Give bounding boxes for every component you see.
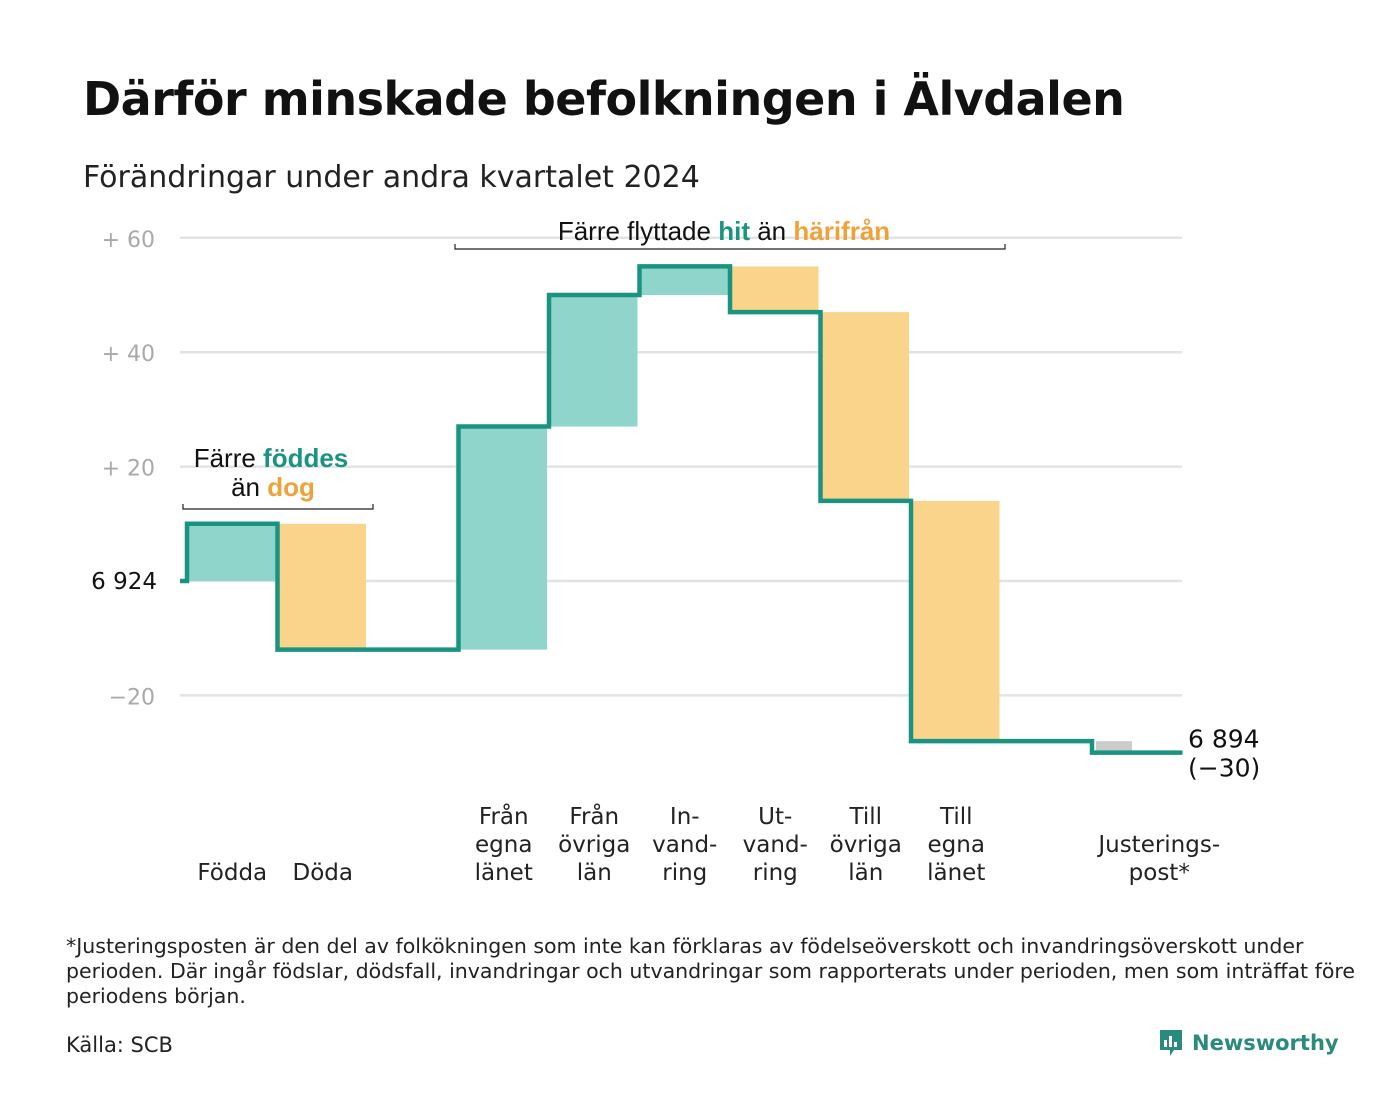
x-tick-label: Födda (197, 860, 267, 886)
newsworthy-logo-icon (1160, 1030, 1182, 1056)
annotation-migration: Färre flyttade hit än härifrån (558, 216, 890, 246)
x-tick-label: övriga (558, 832, 630, 858)
x-tick-label: övriga (830, 832, 902, 858)
bar-decrease (820, 312, 909, 501)
x-tick-label: län (848, 860, 883, 886)
bar-increase (549, 295, 638, 427)
bar-decrease (911, 500, 1000, 742)
y-tick-label: + 20 (102, 457, 155, 482)
annotation-text: Färre (194, 443, 263, 473)
step-line (180, 264, 1183, 755)
newsworthy-logo[interactable]: Newsworthy (1158, 1028, 1339, 1058)
x-tick-label: egna (475, 832, 532, 858)
x-tick-label: Från (479, 802, 529, 830)
chart-title: Därför minskade befolkningen i Älvdalen (83, 72, 1125, 126)
chart-subtitle: Förändringar under andra kvartalet 2024 (83, 160, 700, 195)
end-change-label: (−30) (1188, 754, 1260, 783)
y-tick-label: −20 (109, 685, 155, 710)
x-tick-label: In- (670, 804, 700, 830)
bar-increase (187, 523, 276, 581)
end-value-label: 6 894 (1188, 725, 1260, 754)
x-tick-label: ring (662, 860, 707, 886)
x-tick-label: Ut- (758, 804, 792, 830)
y-axis-ticks: + 60 + 40 + 20 −20 6 924 (91, 228, 157, 711)
x-tick-label: vand- (652, 832, 717, 858)
annotation-highlight: hit (718, 216, 750, 246)
x-tick-label: Justerings- (1096, 832, 1220, 858)
annotation-text: än (231, 472, 267, 502)
bars (187, 266, 1132, 753)
x-tick-label: Till (848, 804, 882, 830)
x-tick-label: Till (939, 804, 973, 830)
annotation-highlight: föddes (263, 443, 348, 473)
start-value-label: 6 924 (91, 569, 157, 595)
x-axis-labels: Födda DödaFrånegnalänetFrånövrigalänIn-va… (197, 802, 1220, 886)
x-tick-label: länet (475, 860, 533, 886)
annotation-highlight: härifrån (793, 216, 890, 246)
x-tick-label: länet (927, 860, 985, 886)
annotation-text: än (750, 216, 793, 246)
x-tick-label: vand- (743, 832, 808, 858)
x-tick-label: post* (1129, 860, 1190, 886)
y-tick-label: + 40 (102, 342, 155, 367)
brand-name: Newsworthy (1192, 1031, 1339, 1055)
y-tick-label: + 60 (102, 228, 155, 253)
bar-decrease (277, 523, 366, 650)
x-tick-label: Döda (293, 860, 353, 886)
waterfall-chart: + 60+ 40+ 20−206 924 Födda DödaFrånegnalä… (91, 216, 1260, 886)
annotation-text: Färre flyttade (558, 216, 718, 246)
bar-decrease (730, 266, 819, 313)
bar-increase (458, 426, 547, 650)
source-label: Källa: SCB (66, 1033, 173, 1057)
x-tick-label: län (577, 860, 612, 886)
bar-increase (639, 266, 728, 295)
annotation-deaths: än dog (231, 472, 315, 502)
footnote: *Justeringsposten är den del av folkökni… (66, 934, 1355, 1008)
x-tick-label: egna (928, 832, 985, 858)
value-labels: 6 894(−30) (1188, 725, 1260, 783)
annotation-bracket (182, 504, 374, 510)
annotation-bracket (454, 244, 1006, 250)
x-tick-label: ring (753, 860, 798, 886)
x-tick-label: Från (569, 802, 619, 830)
annotation-births: Färre föddes (194, 443, 349, 473)
annotation-highlight: dog (267, 472, 315, 502)
running-total-line (180, 264, 1183, 755)
bar-adjustment (1096, 741, 1132, 753)
